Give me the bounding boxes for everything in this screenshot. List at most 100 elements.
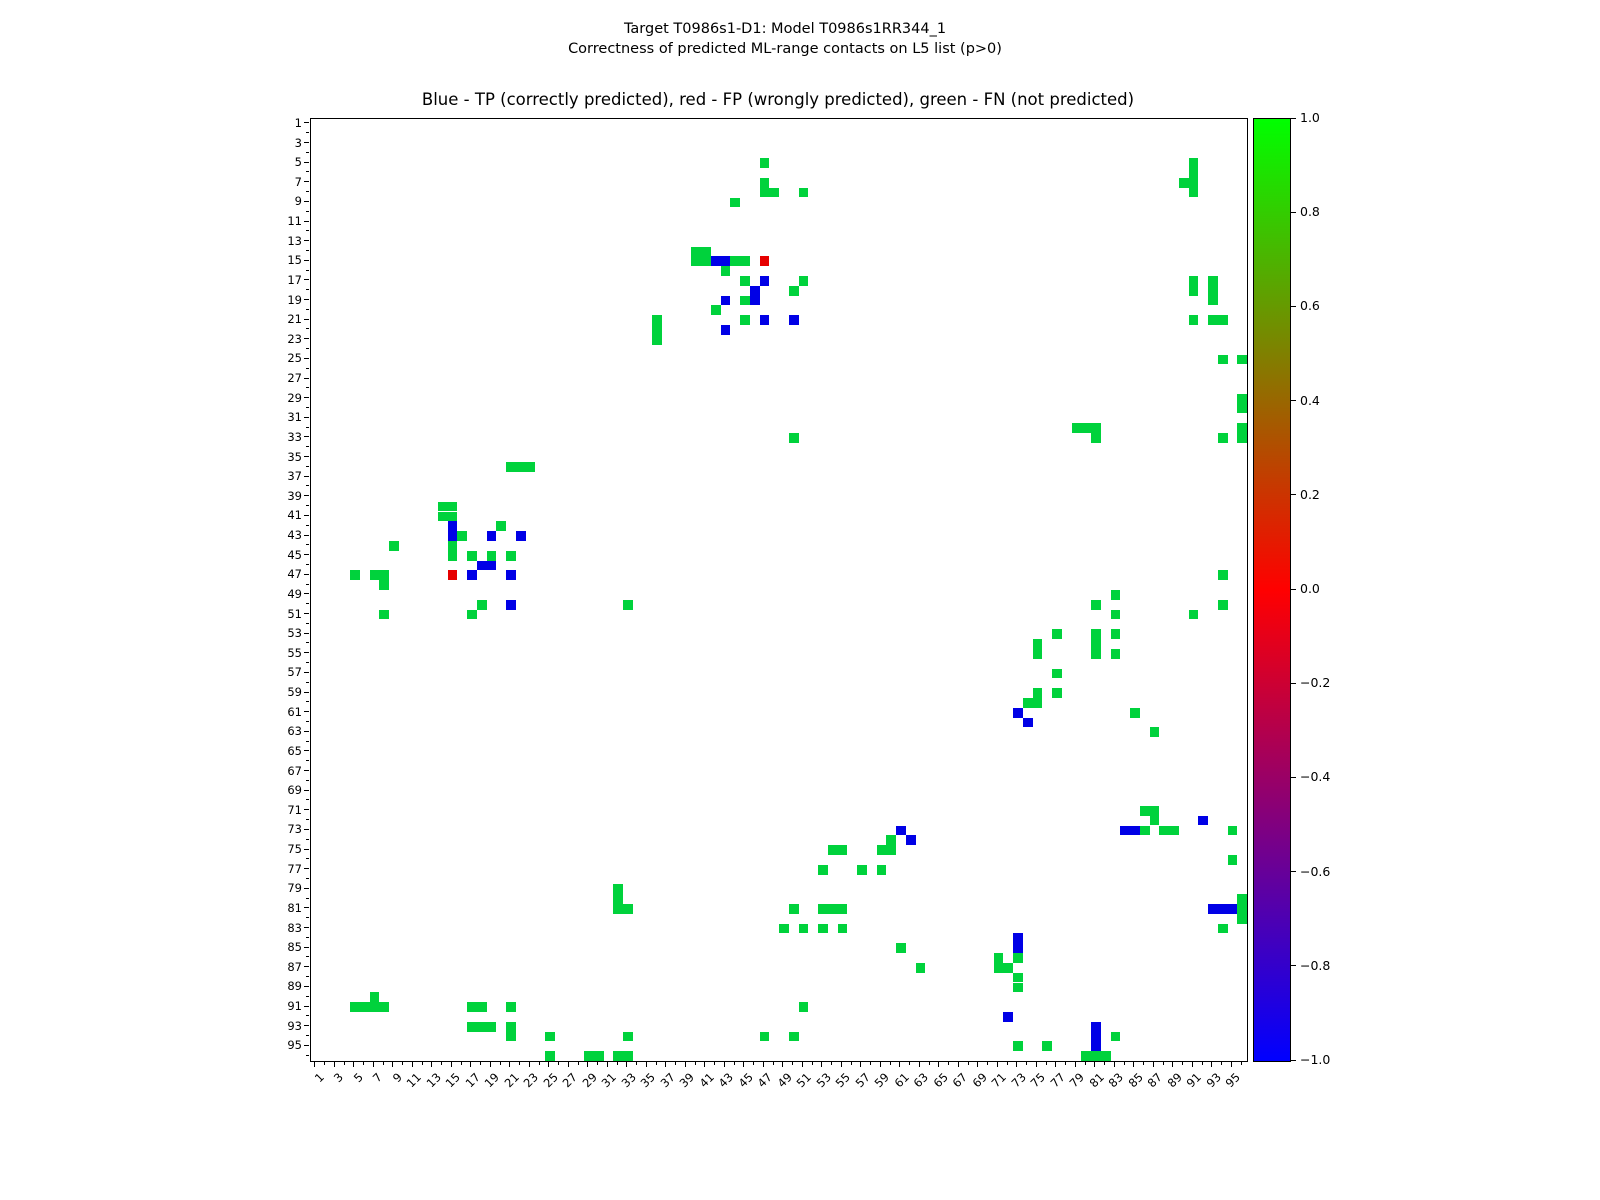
contact-cell xyxy=(437,501,448,512)
x-axis-tick-mark xyxy=(1191,1062,1193,1067)
y-axis-tick-mark xyxy=(304,966,309,968)
contact-cell xyxy=(788,285,799,296)
y-axis-tick-mark xyxy=(306,1015,309,1017)
y-axis-tick-label: 31 xyxy=(287,410,302,425)
contact-cell xyxy=(1169,825,1179,836)
x-axis-tick-mark xyxy=(636,1062,638,1065)
contact-cell xyxy=(759,187,770,198)
y-axis-tick-label: 89 xyxy=(287,979,302,994)
contact-cell xyxy=(1237,894,1247,904)
y-axis-tick-label: 35 xyxy=(287,449,302,464)
contact-cell xyxy=(886,845,896,855)
contact-cell xyxy=(1188,315,1199,326)
y-axis-tick-mark xyxy=(306,249,309,251)
y-axis-tick-label: 47 xyxy=(287,567,302,582)
contact-cell xyxy=(447,531,458,541)
x-axis-tick-mark xyxy=(460,1062,462,1065)
y-axis-tick-mark xyxy=(304,377,309,379)
contact-cell xyxy=(1013,953,1023,963)
x-axis-tick-mark xyxy=(675,1062,677,1065)
contact-cell xyxy=(837,923,848,934)
contact-cell xyxy=(1188,609,1199,620)
y-axis-tick-mark xyxy=(304,848,309,850)
y-axis-tick-mark xyxy=(304,809,309,811)
contact-cell xyxy=(613,904,623,914)
colorbar-tick-mark xyxy=(1291,871,1296,873)
contact-cell xyxy=(1159,825,1169,836)
contact-cell xyxy=(1237,913,1247,924)
contact-cell xyxy=(467,1021,477,1032)
contact-cell xyxy=(1013,707,1023,718)
y-axis-tick-mark xyxy=(304,436,309,438)
contact-cell xyxy=(447,540,458,551)
x-axis-tick-mark xyxy=(333,1062,335,1067)
contact-cell xyxy=(1188,158,1199,169)
y-axis-tick-mark xyxy=(304,534,309,536)
contact-cell xyxy=(1149,727,1160,738)
x-axis-tick-mark xyxy=(938,1062,940,1067)
y-axis-tick-label: 33 xyxy=(287,429,302,444)
x-axis-tick-mark xyxy=(528,1062,530,1067)
contact-cell xyxy=(1208,295,1218,306)
y-axis-tick-label: 57 xyxy=(287,665,302,680)
y-axis-tick-label: 93 xyxy=(287,1018,302,1033)
colorbar-tick-label: 0.8 xyxy=(1300,204,1320,220)
contact-cell xyxy=(691,256,701,267)
x-axis-tick-mark xyxy=(655,1062,657,1065)
x-axis-tick-mark xyxy=(1182,1062,1184,1065)
contact-cell xyxy=(1013,982,1023,993)
contact-cell xyxy=(1003,1011,1013,1022)
y-axis-tick-label: 27 xyxy=(287,371,302,386)
contact-cell xyxy=(788,1031,799,1042)
contact-cell xyxy=(876,845,887,855)
x-axis-tick-mark xyxy=(1026,1062,1028,1065)
contact-cell xyxy=(818,864,828,875)
contact-cell xyxy=(1237,403,1247,414)
colorbar-tick-mark xyxy=(1291,400,1296,402)
contact-cell xyxy=(1110,648,1121,659)
contact-cell xyxy=(1003,962,1013,973)
y-axis-tick-mark xyxy=(306,1054,309,1056)
contact-cell xyxy=(447,550,458,561)
contact-cell xyxy=(457,531,467,541)
y-axis-tick-mark xyxy=(304,456,309,458)
contact-cell xyxy=(1208,315,1218,326)
x-axis-tick-mark xyxy=(704,1062,706,1067)
y-axis-tick-mark xyxy=(304,495,309,497)
x-axis-tick-mark xyxy=(860,1062,862,1067)
y-axis-tick-mark xyxy=(306,976,309,978)
x-axis-tick-mark xyxy=(616,1062,618,1065)
contact-cell xyxy=(1032,688,1043,698)
x-axis-tick-mark xyxy=(1172,1062,1174,1067)
contact-cell xyxy=(1032,639,1043,649)
x-axis-tick-mark xyxy=(421,1062,423,1065)
colorbar-tick-label: −0.6 xyxy=(1300,863,1331,879)
x-axis-tick-mark xyxy=(626,1062,628,1067)
x-axis-tick-mark xyxy=(957,1062,959,1067)
contact-cell xyxy=(437,511,448,522)
y-axis-tick-mark xyxy=(304,652,309,654)
y-axis-tick-mark xyxy=(304,691,309,693)
y-axis-tick-label: 85 xyxy=(287,940,302,955)
y-axis-tick-mark xyxy=(304,593,309,595)
x-axis-tick-mark xyxy=(314,1062,316,1067)
contact-cell xyxy=(798,187,809,198)
contact-cell xyxy=(467,550,477,561)
y-axis-tick-label: 29 xyxy=(287,390,302,405)
contact-cell xyxy=(798,276,809,286)
y-axis-tick-mark xyxy=(306,505,309,507)
y-axis-tick-mark xyxy=(306,701,309,703)
contact-cell xyxy=(710,256,721,267)
y-axis-tick-mark xyxy=(306,465,309,467)
contact-cell xyxy=(1052,629,1062,640)
contact-cell xyxy=(1217,599,1228,610)
contact-cell xyxy=(1227,854,1238,865)
colorbar-tick-label: 0.6 xyxy=(1300,298,1320,314)
x-axis-tick-mark xyxy=(470,1062,472,1067)
contact-cell xyxy=(467,1002,477,1012)
y-axis-tick-mark xyxy=(306,740,309,742)
contact-cell xyxy=(827,845,838,855)
contact-cell xyxy=(467,609,477,620)
y-axis-tick-label: 65 xyxy=(287,743,302,758)
contact-cell xyxy=(915,962,926,973)
